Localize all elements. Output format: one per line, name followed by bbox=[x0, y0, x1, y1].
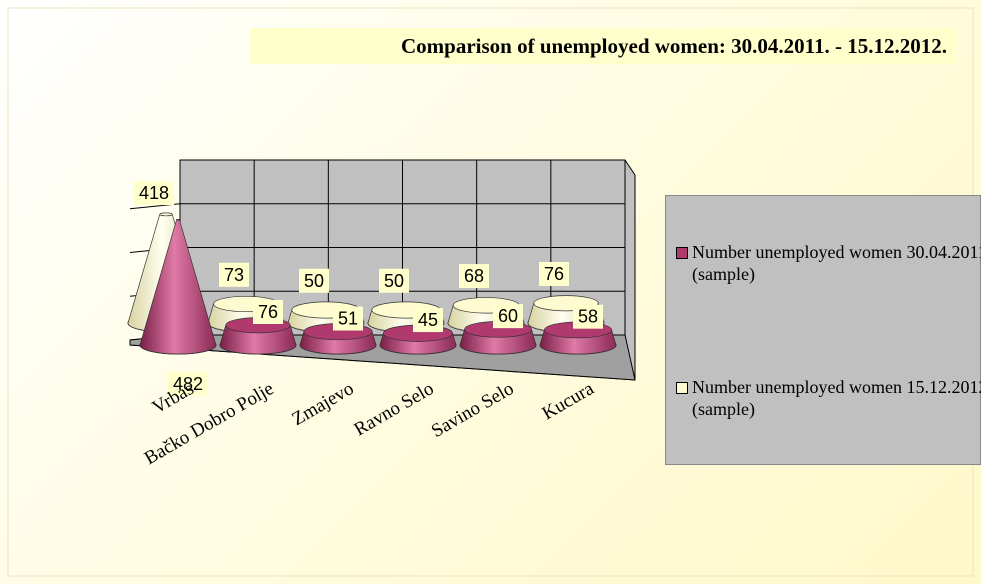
data-label: 76 bbox=[544, 264, 564, 284]
data-label-box bbox=[538, 261, 570, 286]
x-tick-label: Bačko Dobro Polje bbox=[141, 378, 278, 469]
cone-side bbox=[139, 219, 217, 355]
legend-item: Number unemployed women 15.12.2012. (sam… bbox=[676, 376, 981, 420]
data-label-box bbox=[492, 304, 524, 329]
cone bbox=[139, 219, 217, 355]
data-label-box bbox=[572, 304, 604, 329]
data-label-box bbox=[332, 306, 364, 331]
chart-title: Comparison of unemployed women: 30.04.20… bbox=[250, 28, 955, 64]
legend-item: Number unemployed women 30.04.2011. (sam… bbox=[676, 241, 981, 285]
data-label-box bbox=[167, 371, 209, 396]
data-label: 58 bbox=[578, 307, 598, 327]
data-label-box bbox=[412, 308, 444, 333]
data-label: 50 bbox=[384, 271, 404, 291]
data-label: 73 bbox=[224, 265, 244, 285]
legend-swatch bbox=[676, 382, 688, 394]
data-label-box bbox=[378, 268, 410, 293]
legend-label: Number unemployed women 30.04.2011. (sam… bbox=[692, 242, 981, 284]
data-label-box bbox=[133, 181, 175, 206]
data-label: 76 bbox=[258, 302, 278, 322]
cone-top bbox=[176, 219, 180, 221]
x-tick-label: Zmajevo bbox=[289, 378, 358, 430]
data-label: 482 bbox=[173, 374, 203, 394]
legend-label: Number unemployed women 15.12.2012. (sam… bbox=[692, 377, 981, 419]
cone bbox=[459, 321, 537, 355]
cone-top bbox=[159, 212, 173, 217]
cone bbox=[299, 323, 377, 355]
data-label-box bbox=[458, 264, 490, 289]
data-label-box bbox=[218, 262, 250, 287]
data-label: 45 bbox=[418, 310, 438, 330]
data-label-box bbox=[252, 299, 284, 324]
legend: Number unemployed women 30.04.2011. (sam… bbox=[665, 195, 981, 465]
legend-swatch bbox=[676, 247, 688, 259]
x-tick-label: Ravno Selo bbox=[351, 378, 438, 440]
data-label: 51 bbox=[338, 308, 358, 328]
data-label: 50 bbox=[304, 271, 324, 291]
x-tick-label: Kucura bbox=[539, 378, 598, 424]
data-label: 418 bbox=[139, 183, 169, 203]
data-label-box bbox=[298, 268, 330, 293]
cone bbox=[379, 324, 457, 355]
data-label: 68 bbox=[464, 266, 484, 286]
data-label: 60 bbox=[498, 306, 518, 326]
x-tick-label: Savino Selo bbox=[428, 378, 518, 442]
cone-side bbox=[219, 324, 297, 355]
cone bbox=[539, 321, 617, 355]
